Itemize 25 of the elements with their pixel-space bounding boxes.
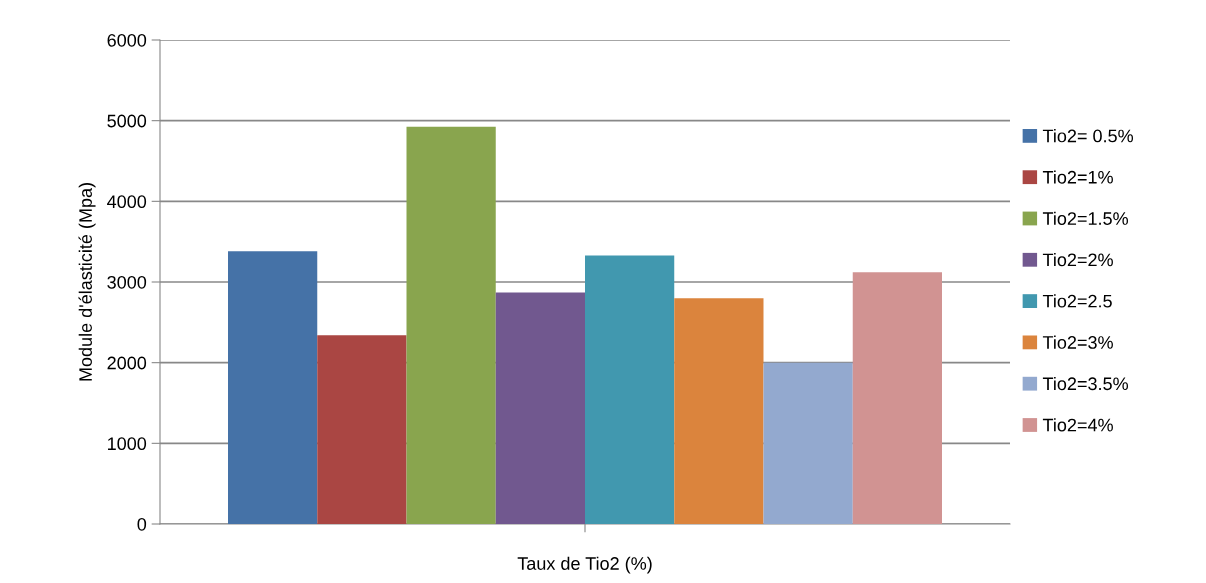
bar [495,292,585,524]
y-tick-label: 3000 [107,275,147,289]
legend-label: Tio2= 0.5% [1042,129,1134,143]
legend-label: Tio2=2.5 [1042,294,1112,308]
bar [674,298,764,524]
bar [406,126,496,524]
y-tick-label: 1000 [108,437,147,451]
bar [585,255,675,524]
legend-label: Tio2=1% [1042,170,1113,184]
x-axis-title: Taux de Tio2 (%) [517,556,652,574]
legend-label: Tio2=1.5% [1042,211,1128,225]
bar [763,362,853,524]
legend-label: Tio2=3.5% [1042,376,1128,391]
y-tick-label: 6000 [107,33,147,47]
bar [317,335,407,524]
y-tick-label: 4000 [107,195,147,209]
legend-label: Tio2=4% [1042,418,1113,432]
y-tick-label: 2000 [107,356,147,370]
y-tick-label: 0 [137,517,147,531]
legend-label: Tio2=3% [1042,335,1113,349]
bar [228,251,318,524]
legend-label: Tio2=2% [1042,252,1113,267]
bar [852,272,942,524]
y-tick-label: 5000 [107,114,147,128]
y-axis-title: Module d'élasticité (Mpa) [78,183,96,381]
